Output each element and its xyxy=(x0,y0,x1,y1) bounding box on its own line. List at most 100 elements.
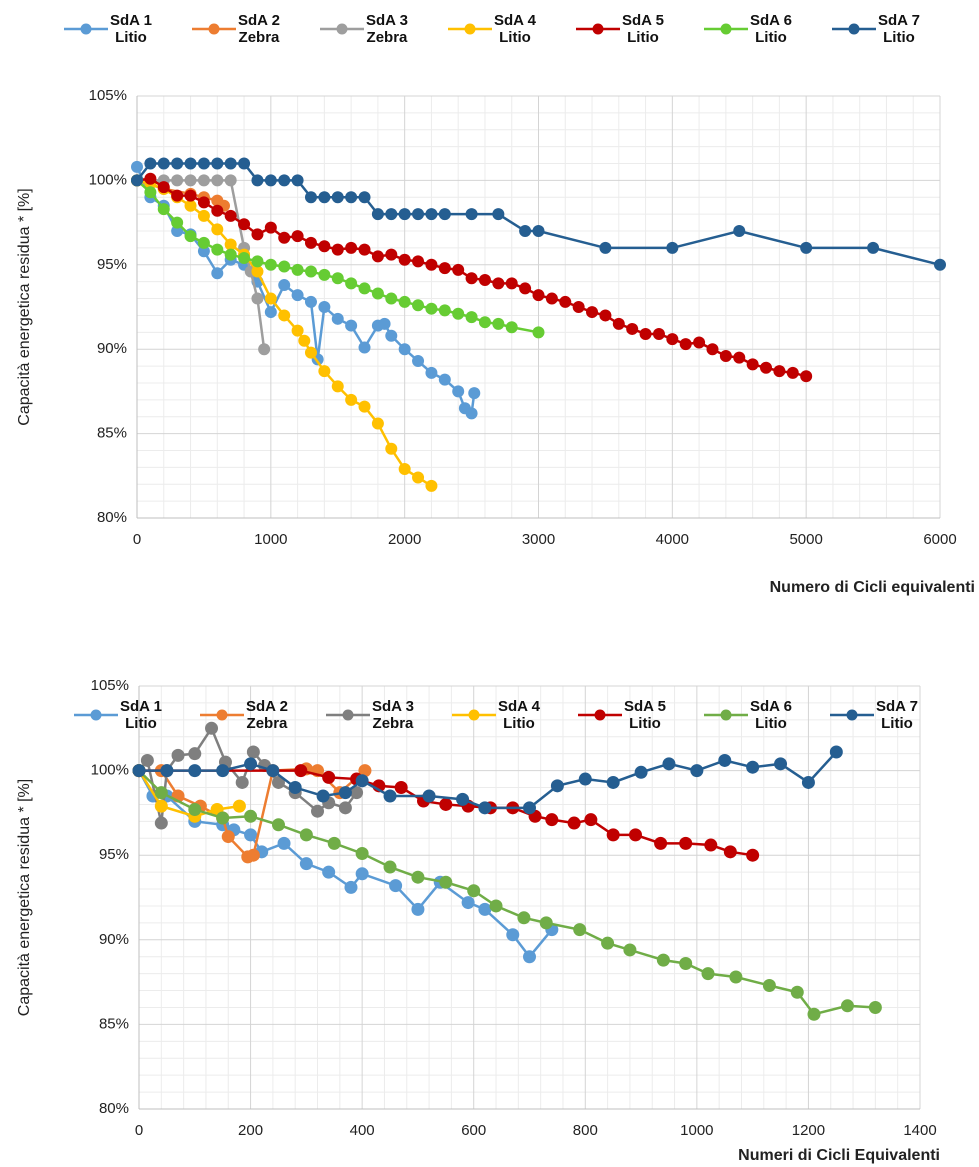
x-tick-label: 200 xyxy=(238,1122,263,1139)
data-point xyxy=(278,174,291,187)
data-point xyxy=(412,355,425,368)
data-point xyxy=(371,417,384,430)
data-point xyxy=(465,311,478,324)
data-point xyxy=(652,328,665,341)
data-point xyxy=(358,243,371,256)
data-point xyxy=(733,351,746,364)
y-tick-label: 90% xyxy=(97,340,127,357)
data-point xyxy=(465,272,478,285)
data-point xyxy=(331,380,344,393)
data-point xyxy=(545,813,559,827)
legend-label: SdA 2 Zebra xyxy=(238,12,280,46)
data-point xyxy=(232,799,246,813)
data-point xyxy=(492,208,505,221)
data-point xyxy=(492,277,505,290)
data-point xyxy=(299,828,313,842)
legend-swatch xyxy=(64,23,108,35)
legend-label: SdA 2 Zebra xyxy=(246,698,288,732)
data-point xyxy=(438,262,451,275)
legend-marker xyxy=(720,23,732,35)
data-point xyxy=(318,301,331,313)
data-point xyxy=(358,191,371,204)
data-point xyxy=(294,764,308,778)
data-point xyxy=(188,747,202,761)
y-tick-label: 105% xyxy=(89,87,127,104)
x-axis-title: Numeri di Cicli Equivalenti xyxy=(738,1147,940,1164)
data-point xyxy=(807,1007,821,1021)
x-tick-label: 800 xyxy=(573,1122,598,1139)
data-point xyxy=(398,295,411,308)
data-point xyxy=(278,231,291,244)
legend-swatch xyxy=(452,709,496,721)
data-point xyxy=(197,174,210,187)
data-point xyxy=(412,208,425,221)
data-point xyxy=(550,779,564,793)
data-point xyxy=(288,781,302,795)
x-tick-label: 0 xyxy=(133,531,141,548)
data-point xyxy=(318,365,331,378)
data-point xyxy=(277,836,291,850)
data-point xyxy=(389,879,403,893)
legend-label: SdA 1 Litio xyxy=(120,698,162,732)
data-point xyxy=(246,745,260,759)
data-point xyxy=(425,302,438,315)
data-point xyxy=(599,309,612,322)
data-point xyxy=(656,953,670,967)
data-point xyxy=(171,216,184,229)
data-point xyxy=(385,292,398,305)
legend-item: SdA 7 Litio xyxy=(830,12,920,46)
data-point xyxy=(439,875,453,889)
data-point xyxy=(211,204,224,217)
data-point xyxy=(184,174,197,187)
legend-item: SdA 2 Zebra xyxy=(198,698,288,732)
data-point xyxy=(224,248,237,261)
legend-label: SdA 5 Litio xyxy=(622,12,664,46)
data-point xyxy=(251,255,264,268)
data-point xyxy=(304,265,317,278)
data-point xyxy=(383,860,397,874)
data-point xyxy=(456,792,470,806)
data-point xyxy=(723,845,737,859)
data-point xyxy=(584,813,598,827)
series-line xyxy=(138,769,876,1016)
data-point xyxy=(801,775,815,789)
legend-label: SdA 1 Litio xyxy=(110,12,152,46)
data-point xyxy=(385,442,398,455)
data-point xyxy=(304,346,317,359)
data-point xyxy=(244,828,258,842)
legend-marker xyxy=(80,23,92,35)
x-tick-label: 1000 xyxy=(680,1122,713,1139)
legend-marker xyxy=(720,709,732,721)
data-point xyxy=(355,847,369,861)
data-point xyxy=(238,252,251,265)
legend-marker xyxy=(468,709,480,721)
legend-marker xyxy=(90,709,102,721)
data-point xyxy=(639,328,652,341)
data-point xyxy=(338,801,352,815)
data-point xyxy=(197,157,210,170)
legend-label: SdA 4 Litio xyxy=(498,698,540,732)
data-point xyxy=(572,301,585,313)
legend-marker xyxy=(464,23,476,35)
data-point xyxy=(478,801,492,815)
data-point xyxy=(411,870,425,884)
data-point xyxy=(291,324,304,337)
data-point xyxy=(235,775,249,789)
data-point xyxy=(131,174,143,187)
data-point xyxy=(251,265,264,278)
data-point xyxy=(171,157,184,170)
data-point xyxy=(867,241,880,254)
data-point xyxy=(221,830,235,844)
data-point xyxy=(132,764,146,778)
data-point xyxy=(654,836,668,850)
data-point xyxy=(154,786,168,800)
data-point xyxy=(358,400,371,413)
data-point xyxy=(238,157,251,170)
data-point xyxy=(398,343,411,356)
data-point xyxy=(439,797,453,811)
x-tick-label: 6000 xyxy=(923,531,956,548)
data-point xyxy=(601,936,615,950)
data-point xyxy=(398,463,411,476)
data-point xyxy=(205,721,219,735)
